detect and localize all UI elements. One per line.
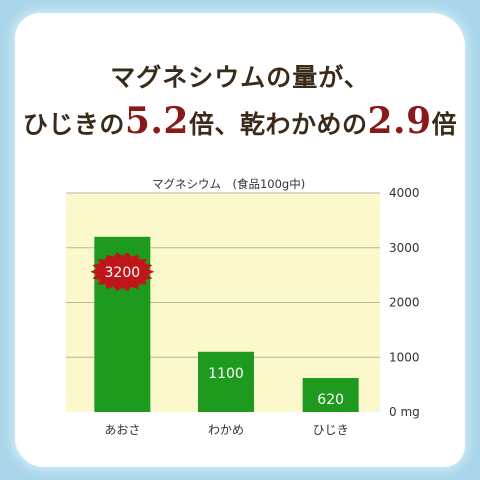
headline-suffix-text: 倍 — [431, 110, 458, 139]
x-tick-label: わかめ — [208, 423, 244, 437]
bar — [198, 351, 254, 412]
chart-title: マグネシウム (食品100g中) — [152, 177, 306, 191]
headline-line-2: ひじきの5.2倍、乾わかめの2.9倍 — [0, 100, 480, 142]
value-badge — [90, 252, 155, 292]
y-tick-label: 4000 — [389, 186, 420, 200]
headline-line-1: マグネシウムの量が、 — [0, 58, 480, 94]
bar-value-label: 1100 — [208, 366, 244, 382]
x-tick-label: ひじき — [313, 423, 349, 437]
headline-hijiki-multiplier: 5.2 — [124, 100, 189, 142]
bar-value-label: 3200 — [105, 265, 141, 281]
bar — [302, 378, 359, 412]
plot-layer: 0 mg 1000 2000 3000 4000 あおさ 3200 わかめ 1100 ひじき 620 — [66, 186, 420, 437]
x-tick-label: あおさ — [104, 423, 140, 437]
y-tick-label: 3000 — [389, 241, 420, 255]
y-tick-label: 0 mg — [389, 405, 420, 419]
headline-hijiki-text: ひじきの — [22, 110, 125, 139]
y-tick-label: 1000 — [389, 350, 420, 364]
headline-wakame-multiplier: 2.9 — [367, 100, 432, 142]
headline-line-1-text: マグネシウムの量が、 — [110, 63, 370, 92]
headline-wakame-text: 倍、乾わかめの — [188, 110, 368, 139]
y-tick-label: 2000 — [389, 296, 420, 310]
bar-value-label: 620 — [317, 392, 344, 408]
